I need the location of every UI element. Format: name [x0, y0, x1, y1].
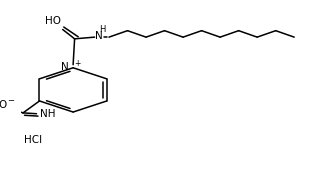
Text: HCl: HCl [24, 135, 42, 145]
Text: H: H [99, 25, 106, 34]
Text: NH: NH [40, 109, 55, 119]
Text: +: + [74, 59, 80, 68]
Text: N: N [95, 31, 102, 41]
Text: HO: HO [45, 16, 61, 26]
Text: O: O [0, 100, 6, 110]
Text: N: N [62, 62, 69, 72]
Text: −: − [7, 97, 14, 106]
